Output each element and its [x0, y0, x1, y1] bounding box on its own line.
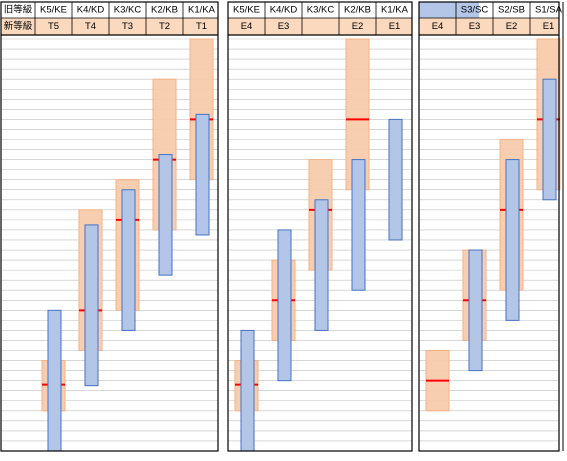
old-grade-label: K1/KA: [381, 5, 409, 16]
old-grade-row-label: 旧等級: [4, 4, 33, 16]
old-grade-label: K4/KD: [77, 5, 105, 16]
old-grade-label: S2/SB: [498, 5, 525, 16]
new-grade-label: E2: [506, 21, 518, 32]
range-band-blue: [542, 78, 557, 201]
range-band-blue: [195, 113, 210, 236]
new-grade-label: T1: [196, 21, 207, 32]
new-grade-label: E1: [389, 21, 401, 32]
range-band-blue: [388, 118, 403, 241]
new-grade-label: E4: [432, 21, 444, 32]
new-grade-label: T3: [122, 21, 133, 32]
range-band-blue: [277, 229, 292, 382]
new-grade-label: E4: [241, 21, 253, 32]
panel-frame: [418, 1, 560, 452]
range-band-blue: [468, 249, 483, 372]
old-grade-label: K1/KA: [188, 5, 216, 16]
old-grade-label: K2/KB: [151, 5, 178, 16]
new-grade-row-label: 新等級: [4, 20, 33, 32]
range-band-blue: [351, 159, 366, 291]
new-grade-label: E1: [543, 21, 555, 32]
old-grade-label: K4/KD: [270, 5, 298, 16]
range-band-blue: [121, 189, 136, 331]
old-grade-header-bg: [1, 2, 218, 18]
panel-frame: [0, 1, 219, 452]
old-grade-header-bg: [228, 2, 412, 18]
old-grade-label: K5/KE: [233, 5, 260, 16]
old-grade-label: K5/KE: [40, 5, 67, 16]
range-band-blue: [158, 154, 173, 276]
range-band-blue: [314, 199, 329, 331]
new-grade-label: E3: [278, 21, 290, 32]
header-accent-cell: [419, 2, 479, 18]
range-band-blue: [47, 309, 62, 452]
new-grade-header-bg: [419, 18, 559, 35]
range-band-blue: [240, 329, 255, 452]
new-grade-header-bg: [1, 18, 218, 35]
old-grade-label: K2/KB: [344, 5, 371, 16]
old-grade-label: K3/KC: [307, 5, 335, 16]
panel-frame: [227, 1, 413, 452]
old-grade-label: S3/SC: [461, 5, 489, 16]
new-grade-label: E3: [469, 21, 481, 32]
new-grade-label: T4: [85, 21, 96, 32]
new-grade-label: T2: [159, 21, 170, 32]
new-grade-label: T5: [48, 21, 59, 32]
old-grade-label: K3/KC: [114, 5, 142, 16]
range-band-blue: [505, 159, 520, 321]
new-grade-header-bg: [228, 18, 412, 35]
range-band-blue: [84, 224, 99, 387]
old-grade-label: S1/SA: [535, 5, 563, 16]
new-grade-label: E2: [352, 21, 364, 32]
